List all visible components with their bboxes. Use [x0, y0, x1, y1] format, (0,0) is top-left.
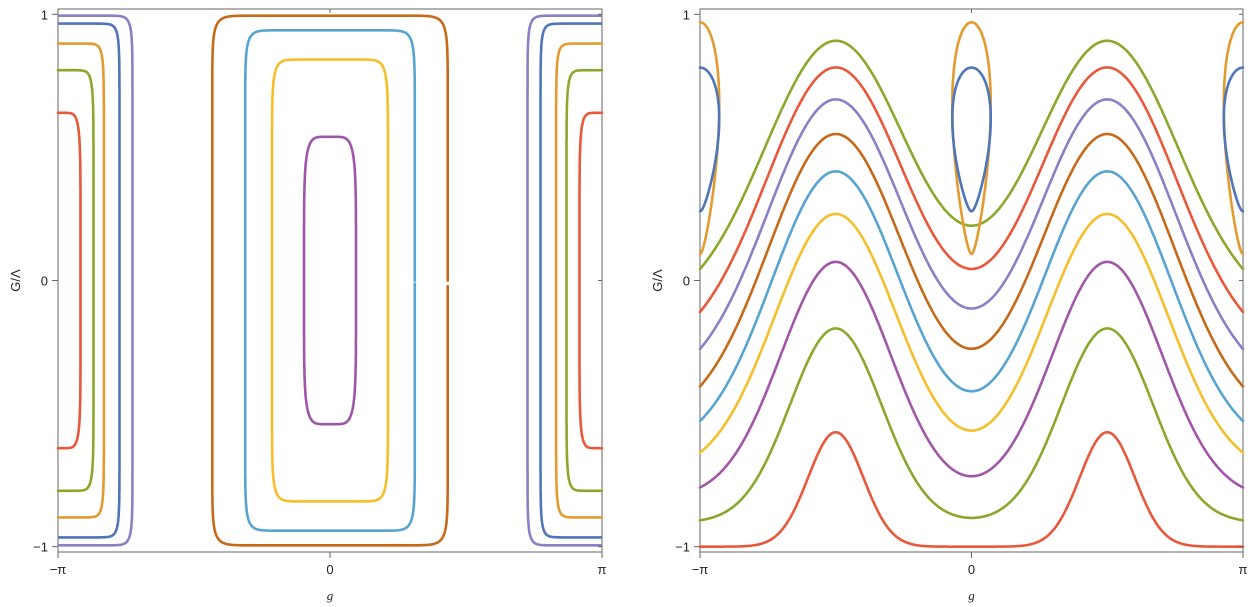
y-tick-label: 1 — [683, 7, 690, 22]
series-curve-7 — [698, 98, 1245, 351]
y-tick-label: −1 — [33, 540, 48, 555]
series-curve-8 — [698, 66, 1245, 314]
series-curve-4 — [698, 212, 1245, 454]
y-tick-label: 0 — [41, 274, 48, 289]
series-curve-5 — [526, 14, 602, 547]
series-curve-8 — [243, 29, 417, 532]
series-curve-10 — [1222, 21, 1245, 256]
y-axis-label: G/Λ — [650, 269, 665, 292]
series-curve-10 — [951, 21, 992, 256]
series-curve-5 — [698, 170, 1245, 423]
plot-frame — [699, 8, 1244, 553]
series-curve-6 — [302, 135, 358, 426]
series-curve-11 — [951, 66, 992, 213]
plot-frame — [57, 8, 603, 553]
x-tick-label: −π — [692, 562, 709, 577]
series-curve-1 — [578, 111, 604, 450]
series-curve-4 — [539, 22, 603, 539]
series-curve-9 — [698, 39, 1245, 271]
series-curve-5 — [58, 14, 134, 547]
series-curve-3 — [554, 42, 604, 519]
series-curve-1 — [56, 111, 82, 450]
y-tick-label: 1 — [41, 7, 48, 22]
x-tick-label: 0 — [968, 562, 975, 577]
x-axis-label: g — [968, 588, 975, 603]
series-curve-10 — [698, 21, 721, 256]
series-curve-2 — [56, 68, 95, 493]
x-tick-label: π — [1239, 562, 1248, 577]
series-curve-2 — [698, 327, 1245, 522]
series-curve-3 — [698, 260, 1245, 489]
series-curve-9 — [211, 14, 449, 547]
right-phase-portrait: −π 0 π −1 0 1 g G/Λ — [650, 7, 1248, 603]
series-curve-7 — [270, 58, 390, 503]
x-tick-label: 0 — [326, 562, 333, 577]
series-curve-4 — [57, 22, 121, 539]
y-axis-label: G/Λ — [8, 269, 23, 292]
series-curve-11 — [698, 66, 721, 213]
series-curve-1 — [698, 430, 1245, 548]
x-axis-label: g — [327, 588, 334, 603]
series-curve-3 — [56, 42, 106, 519]
series-curve-6 — [698, 132, 1245, 388]
y-tick-label: 0 — [683, 274, 690, 289]
x-tick-label: π — [598, 562, 607, 577]
y-tick-label: −1 — [675, 540, 690, 555]
x-tick-label: −π — [50, 562, 67, 577]
series-curve-11 — [1222, 66, 1245, 213]
left-phase-portrait: −π 0 π −1 0 1 g G/Λ — [8, 7, 607, 603]
series-curve-2 — [565, 68, 604, 493]
